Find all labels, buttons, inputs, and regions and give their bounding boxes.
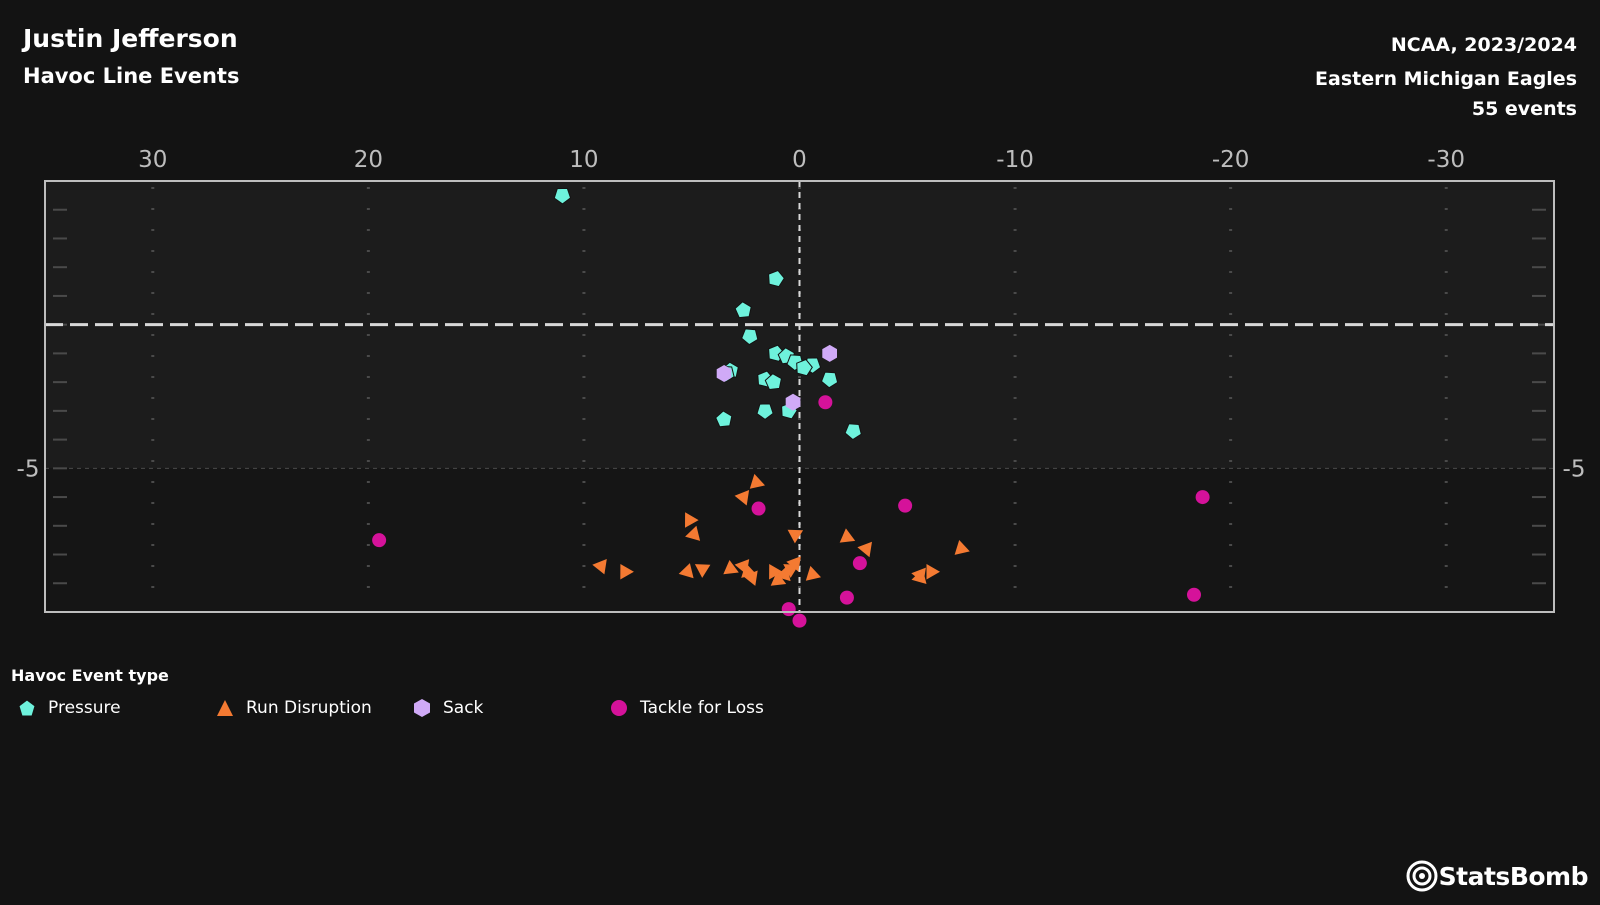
- point-run-disruption: [743, 570, 758, 586]
- point-run-disruption: [723, 560, 739, 575]
- point-sack: [716, 365, 732, 382]
- point-run-disruption: [685, 512, 699, 528]
- x-tick-label: 0: [792, 147, 807, 173]
- tackle-for-loss-circle-icon: [611, 700, 627, 716]
- event-count-label: 55 events: [1471, 98, 1577, 120]
- legend-title: Havoc Event type: [11, 666, 169, 685]
- point-run-disruption: [749, 473, 765, 489]
- point-run-disruption: [620, 564, 634, 580]
- point-run-disruption: [694, 564, 711, 578]
- plot-border: [44, 180, 1555, 613]
- point-run-disruption: [787, 529, 804, 544]
- point-run-disruption: [857, 541, 872, 558]
- x-tick-label: 10: [569, 147, 598, 173]
- y-tick-label-left: -5: [17, 456, 40, 482]
- point-run-disruption: [954, 540, 970, 555]
- point-pressure: [734, 301, 752, 319]
- legend-item-tackle-for-loss: Tackle for Loss: [608, 697, 764, 719]
- x-tick-label: -20: [1212, 147, 1250, 173]
- chart-title: Justin Jefferson: [23, 24, 238, 53]
- legend-label-pressure: Pressure: [48, 698, 121, 718]
- tick-labels: 30 20 10 0 -10 -20 -30 -5 -5: [17, 147, 1586, 482]
- point-tackle-for-loss: [781, 602, 796, 617]
- x-tick-label: -10: [996, 147, 1034, 173]
- x-tick-label: 20: [354, 147, 383, 173]
- point-pressure: [796, 358, 813, 377]
- point-pressure: [741, 328, 759, 346]
- legend-item-pressure: Pressure: [16, 697, 121, 719]
- brand-name: StatsBomb: [1438, 861, 1589, 891]
- statsbomb-brand: StatsBomb: [1405, 859, 1589, 893]
- point-pressure: [553, 187, 572, 205]
- point-run-disruption: [839, 528, 856, 543]
- team-label: Eastern Michigan Eagles: [1315, 68, 1577, 90]
- point-pressure: [764, 373, 782, 391]
- x-tick-label: -30: [1427, 147, 1465, 173]
- chart-subtitle: Havoc Line Events: [23, 64, 240, 88]
- competition-label: NCAA, 2023/2024: [1390, 34, 1577, 56]
- scatter-chart: 30 20 10 0 -10 -20 -30 -5 -5: [17, 147, 1586, 628]
- point-pressure: [820, 371, 839, 389]
- point-pressure: [756, 403, 774, 421]
- point-run-disruption: [911, 568, 927, 584]
- x-tick-label: 30: [138, 147, 167, 173]
- legend-label-run-disruption: Run Disruption: [246, 698, 372, 718]
- legend-item-sack: Sack: [411, 697, 483, 719]
- legend-item-run-disruption: Run Disruption: [214, 697, 372, 719]
- point-run-disruption: [769, 564, 783, 580]
- point-run-disruption: [926, 564, 940, 580]
- point-pressure: [768, 269, 785, 288]
- point-run-disruption: [685, 525, 701, 541]
- point-tackle-for-loss: [1195, 490, 1210, 505]
- point-tackle-for-loss: [751, 501, 766, 516]
- statsbomb-logo-icon: [1406, 860, 1438, 892]
- point-pressure: [715, 410, 733, 428]
- point-run-disruption: [734, 490, 750, 506]
- point-tackle-for-loss: [852, 556, 867, 571]
- pressure-pentagon-icon: [18, 699, 36, 717]
- legend-label-tackle-for-loss: Tackle for Loss: [640, 698, 764, 718]
- sack-hexagon-icon: [414, 699, 430, 717]
- point-pressure: [844, 423, 862, 441]
- run-disruption-triangle-icon: [217, 700, 233, 716]
- point-tackle-for-loss: [792, 613, 807, 628]
- point-sack: [785, 393, 801, 411]
- point-run-disruption: [678, 563, 694, 579]
- data-points: [372, 187, 1210, 628]
- point-run-disruption: [786, 556, 801, 572]
- point-sack: [822, 344, 837, 362]
- point-tackle-for-loss: [898, 498, 913, 513]
- point-tackle-for-loss: [839, 590, 854, 605]
- point-tackle-for-loss: [372, 533, 387, 548]
- point-run-disruption: [592, 559, 607, 575]
- legend-label-sack: Sack: [443, 698, 484, 718]
- point-run-disruption: [805, 565, 821, 581]
- point-run-disruption: [770, 571, 787, 586]
- reference-lines: [45, 181, 1554, 612]
- y-tick-label-right: -5: [1563, 456, 1586, 482]
- point-tackle-for-loss: [1186, 587, 1201, 602]
- point-tackle-for-loss: [818, 395, 833, 410]
